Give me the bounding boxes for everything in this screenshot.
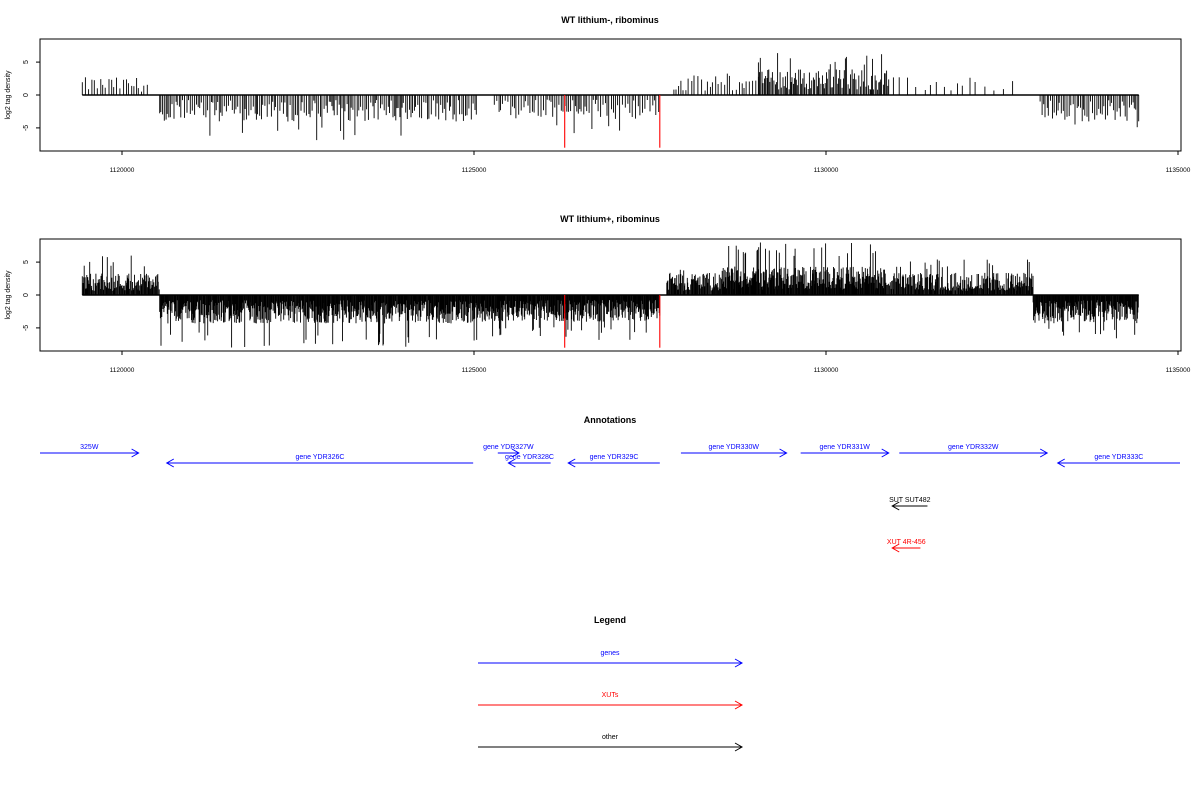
x-tick-label: 1130000 [814,167,839,174]
feature-label: gene YDR329C [590,454,639,461]
legend: Legend genes XUTs other [478,615,744,752]
legend-item: other [478,734,744,752]
y-tick-label: 5 [23,260,30,264]
feature-arrowhead [881,448,890,458]
y-tick-label: 0 [23,293,30,297]
feature-label: gene YDR327W [483,444,534,451]
x-tick-label: 1120000 [110,167,135,174]
feature-arrowhead [131,448,140,458]
feature-arrowhead [1039,448,1049,458]
legend-item: XUTs [478,692,744,710]
feature-xut: XUT 4R-456 [887,539,926,553]
feature-gene: gene YDR332W [899,444,1049,458]
feature-arrowhead [165,458,175,468]
feature-gene: gene YDR333C [1056,454,1180,468]
feature-gene: gene YDR330W [680,444,788,458]
feature-arrowhead [891,543,900,553]
x-axis: 1120000 1125000 1130000 1135000 [110,151,1191,174]
feature-arrowhead [779,448,788,458]
legend-arrowhead [734,658,744,668]
x-tick-label: 1135000 [1166,367,1191,374]
feature-arrowhead [891,501,900,511]
feature-arrowhead [567,458,576,468]
y-axis-label: log2 tag density [5,70,12,120]
feature-label: gene YDR333C [1094,454,1143,461]
y-tick-label: 5 [23,60,30,64]
feature-label: gene YDR332W [948,444,999,451]
y-axis: 5 0 -5 [23,260,40,331]
legend-label: other [602,734,619,741]
legend-label: genes [600,650,620,657]
legend-arrowhead [734,700,744,710]
feature-gene: gene YDR326C [165,454,474,468]
panel-lithium-minus: WT lithium-, ribominus log2 tag density … [5,15,1191,174]
annotations-title: Annotations [584,415,637,425]
annotations-track: Annotations 325W gene YDR326C gene YDR327W… [40,415,1180,553]
y-axis: 5 0 -5 [23,60,40,131]
feature-label: gene YDR330W [709,444,760,451]
feature-gene: 325W [40,444,140,458]
x-tick-label: 1130000 [814,367,839,374]
feature-gene: gene YDR328C [505,454,554,468]
feature-arrowhead [511,448,520,458]
feature-gene: gene YDR329C [567,454,660,468]
x-tick-label: 1125000 [462,367,487,374]
feature-arrowhead [1056,458,1065,468]
feature-arrowhead [507,458,516,468]
legend-arrowhead [734,742,744,752]
panel-title: WT lithium+, ribominus [560,214,660,224]
signal-bars [81,53,1140,148]
x-axis: 1120000 1125000 1130000 1135000 [110,351,1191,374]
panel-title: WT lithium-, ribominus [561,15,659,25]
x-tick-label: 1125000 [462,167,487,174]
feature-list: 325W gene YDR326C gene YDR327W gene YDR328C… [40,444,1180,553]
legend-label: XUTs [602,692,619,699]
feature-label: 325W [80,444,99,451]
feature-other: SUT SUT482 [889,497,931,511]
legend-items: genes XUTs other [478,650,744,752]
feature-label: XUT 4R-456 [887,539,926,546]
x-tick-label: 1135000 [1166,167,1191,174]
panel-lithium-plus: WT lithium+, ribominus log2 tag density … [5,214,1191,374]
feature-label: SUT SUT482 [889,497,931,504]
x-tick-label: 1120000 [110,367,135,374]
legend-title: Legend [594,615,626,625]
y-tick-label: -5 [23,325,30,331]
y-axis-label: log2 tag density [5,270,12,320]
legend-item: genes [478,650,744,668]
feature-label: gene YDR326C [296,454,345,461]
y-tick-label: 0 [23,93,30,97]
feature-gene: gene YDR331W [800,444,890,458]
y-tick-label: -5 [23,125,30,131]
feature-gene: gene YDR327W [483,444,534,458]
feature-label: gene YDR331W [819,444,870,451]
feature-label: gene YDR328C [505,454,554,461]
signal-bars [81,242,1139,348]
